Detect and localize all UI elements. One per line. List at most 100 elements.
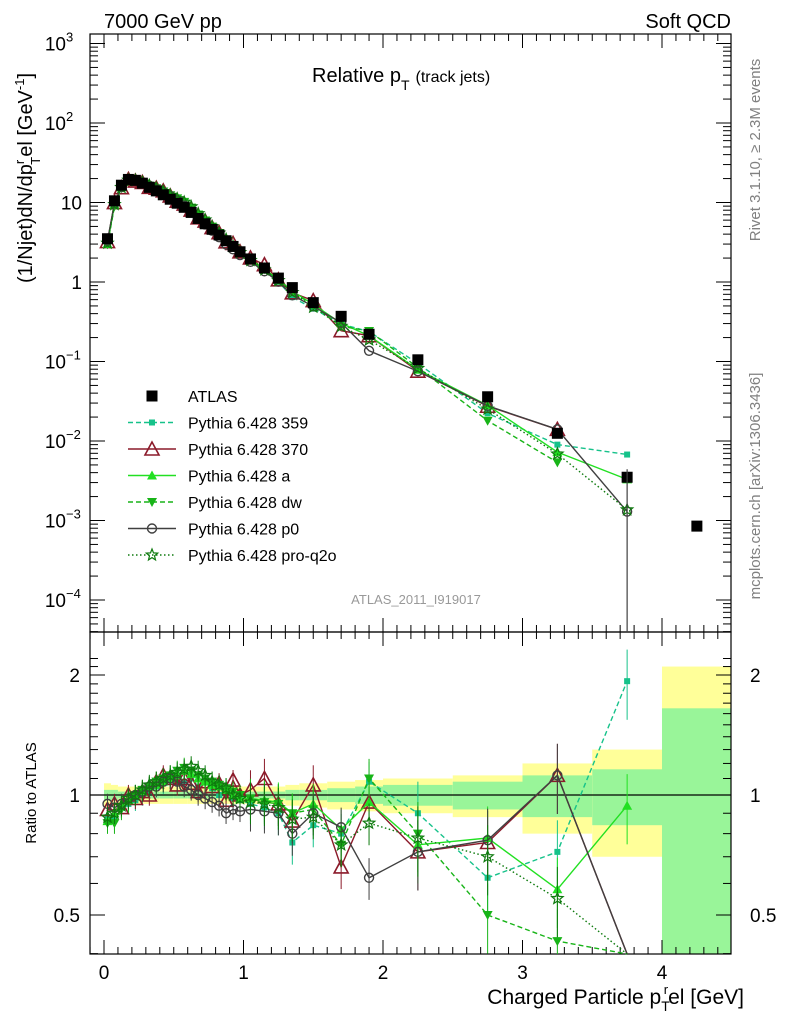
y-tick-label-exponent: −1 — [66, 348, 81, 363]
legend-label: Pythia 6.428 p0 — [188, 522, 299, 539]
marker-circle-open — [213, 800, 225, 811]
marker-star-open — [333, 837, 349, 852]
y-tick-label: 10 — [45, 432, 66, 453]
analysis-id: ATLAS_2011_I919017 — [351, 592, 481, 607]
y-axis-label: (1/Njet)dN/dprTel [GeV-1] — [12, 73, 43, 283]
marker-star-open — [225, 787, 241, 802]
legend-label: Pythia 6.428 359 — [188, 416, 308, 433]
marker-square — [101, 233, 113, 245]
header-right-label: Soft QCD — [645, 11, 731, 33]
marker-square — [192, 212, 204, 224]
marker-triangle-down-filled — [364, 774, 375, 784]
y-tick-label-exponent: −2 — [66, 427, 81, 442]
marker-square — [691, 520, 703, 532]
marker-triangle-down-filled — [552, 458, 563, 468]
rivet-version-label: Rivet 3.1.10, ≥ 2.3M events — [747, 59, 764, 242]
y-tick-label: 10 — [61, 194, 82, 215]
marker-square — [234, 246, 246, 258]
marker-triangle-down-filled — [147, 498, 157, 507]
marker-square — [227, 240, 239, 252]
legend-item: Pythia 6.428 p0 — [128, 522, 299, 539]
marker-square — [272, 272, 284, 284]
y-tick-label: 10 — [45, 35, 66, 56]
legend-item: ATLAS — [146, 389, 238, 406]
marker-square — [220, 235, 232, 247]
marker-star-open — [197, 767, 213, 782]
marker-triangle-filled — [622, 800, 633, 810]
marker-square — [122, 173, 134, 185]
x-axis-label: Charged Particle pTrel [GeV] — [487, 982, 744, 1014]
marker-square — [108, 195, 120, 207]
marker-square — [146, 390, 158, 402]
y-tick-label-exponent: −3 — [66, 507, 81, 522]
series-line-pq2o — [106, 179, 628, 511]
marker-star-open — [114, 798, 129, 812]
y-tick-label: 10 — [45, 512, 66, 533]
marker-square — [150, 185, 162, 197]
marker-square — [551, 427, 563, 439]
x-tick-label: 4 — [657, 963, 668, 984]
marker-circle-open — [185, 784, 197, 796]
marker-square — [482, 391, 494, 403]
marker-square — [136, 177, 148, 189]
marker-square — [206, 223, 218, 235]
marker-star-open — [550, 890, 565, 905]
marker-star-open — [480, 401, 495, 416]
header-left-label: 7000 GeV pp — [104, 11, 222, 33]
legend-label: Pythia 6.428 a — [188, 469, 290, 486]
legend-item: Pythia 6.428 pro-q2o — [128, 547, 337, 565]
marker-square — [335, 310, 347, 322]
marker-square — [307, 297, 319, 309]
marker-star-open — [218, 780, 234, 795]
marker-square — [129, 174, 141, 186]
ratio-tick-label: 0.5 — [54, 906, 80, 927]
series-atlas — [101, 173, 703, 632]
marker-square — [178, 201, 190, 213]
marker-square-small — [624, 678, 631, 685]
marker-square — [157, 189, 169, 201]
x-tick-label: 3 — [517, 963, 528, 984]
marker-triangle-filled — [147, 470, 157, 480]
y-tick-label: 10 — [45, 353, 66, 374]
marker-star-open — [550, 446, 565, 461]
marker-square — [115, 179, 127, 191]
marker-triangle-open — [332, 858, 350, 874]
legend-label: ATLAS — [188, 389, 238, 406]
plot-title-suffix: (track jets) — [416, 69, 491, 86]
marker-star-open — [243, 794, 258, 809]
marker-triangle-down-filled — [482, 416, 493, 426]
marker-square — [164, 193, 176, 205]
marker-square — [412, 354, 424, 366]
ratio-tick-label: 2 — [69, 666, 80, 687]
x-tick-label: 2 — [378, 963, 389, 984]
x-tick-label: 1 — [238, 963, 249, 984]
marker-square-small — [484, 410, 491, 417]
marker-triangle-down-filled — [552, 937, 563, 947]
ratio-tick-label-right: 2 — [750, 666, 761, 687]
marker-circle-open — [363, 345, 375, 356]
marker-star-open — [285, 811, 300, 826]
marker-star-open — [410, 830, 426, 845]
marker-square-small — [554, 441, 561, 448]
marker-square — [363, 328, 375, 340]
y-tick-label: 10 — [45, 591, 66, 612]
plot-title: Relative pT (track jets) — [312, 65, 490, 93]
marker-star-open — [190, 763, 206, 778]
marker-star-open — [211, 777, 227, 792]
marker-triangle-down-filled — [482, 911, 493, 920]
marker-square — [213, 229, 225, 241]
marker-square — [143, 181, 155, 193]
legend-label: Pythia 6.428 pro-q2o — [188, 548, 337, 565]
ratio-y-axis-label: Ratio to ATLAS — [23, 742, 40, 843]
legend-item: Pythia 6.428 a — [128, 469, 290, 486]
marker-square-small — [624, 451, 631, 458]
y-tick-label: 10 — [45, 114, 66, 135]
legend-item: Pythia 6.428 dw — [128, 495, 302, 512]
legend-label: Pythia 6.428 370 — [188, 442, 308, 459]
marker-star-open — [204, 774, 220, 788]
marker-star-open — [232, 790, 248, 805]
marker-circle-open — [363, 872, 375, 883]
legend: ATLAS Pythia 6.428 359 Pythia 6.428 370 Pyt… — [128, 389, 337, 565]
marker-star-open — [361, 815, 377, 830]
